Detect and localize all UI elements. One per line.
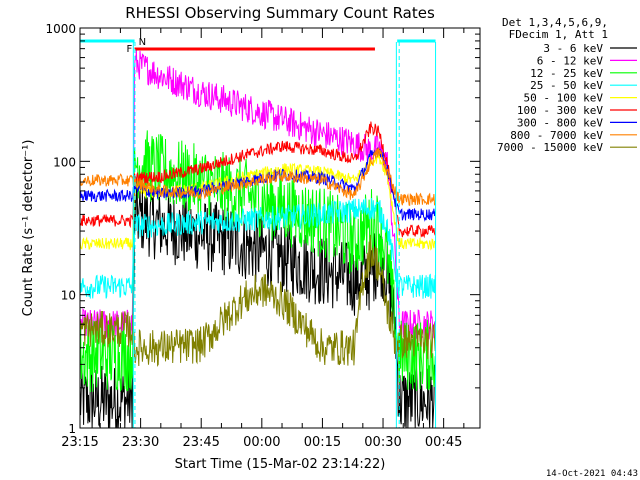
series-line-6-12-kev <box>79 49 436 340</box>
legend-label: 12 - 25 keV <box>530 67 603 80</box>
legend: Det 1,3,4,5,6,9,FDecim 1, Att 13 - 6 keV… <box>497 16 637 154</box>
x-tick-label: 23:30 <box>122 435 159 450</box>
legend-label: 3 - 6 keV <box>543 42 603 55</box>
legend-label: 50 - 100 keV <box>524 92 604 105</box>
y-tick-label: 10 <box>61 289 76 303</box>
flag-layer: NF <box>80 37 437 428</box>
y-tick-label: 1000 <box>45 22 76 36</box>
series-layer <box>79 49 436 429</box>
series-line-100-300-kev <box>79 121 436 239</box>
flag-label-n: N <box>139 37 146 48</box>
legend-label: 800 - 7000 keV <box>510 129 603 142</box>
x-tick-label: 00:15 <box>304 435 341 450</box>
legend-header: FDecim 1, Att 1 <box>509 28 608 41</box>
legend-label: 7000 - 15000 keV <box>497 141 603 154</box>
x-tick-label: 23:45 <box>182 435 219 450</box>
series-line-800-7000-kev <box>79 147 436 206</box>
y-axis-label: Count Rate (s⁻¹ detector⁻¹) <box>21 140 36 317</box>
legend-label: 25 - 50 keV <box>530 79 603 92</box>
y-axis: 1 10 100 1000 <box>45 22 480 436</box>
flag-label-f: F <box>126 44 132 55</box>
x-tick-label: 00:00 <box>243 435 280 450</box>
x-tick-label: 00:30 <box>364 435 401 450</box>
legend-header: Det 1,3,4,5,6,9, <box>502 16 608 29</box>
legend-label: 100 - 300 keV <box>517 104 603 117</box>
x-axis-label: Start Time (15-Mar-02 23:14:22) <box>175 457 386 472</box>
plot-frame <box>79 27 481 429</box>
x-axis: 23:15 23:30 23:45 00:00 00:15 00:30 00:45 <box>61 28 465 450</box>
series-line-7000-15000-kev <box>79 234 436 367</box>
legend-label: 300 - 800 keV <box>517 116 603 129</box>
series-line-25-50-kev <box>79 197 436 299</box>
y-tick-label: 1 <box>68 422 76 436</box>
y-tick-label: 100 <box>53 155 76 169</box>
chart-title: RHESSI Observing Summary Count Rates <box>125 4 435 22</box>
legend-label: 6 - 12 keV <box>537 54 604 67</box>
x-tick-label: 00:45 <box>425 435 462 450</box>
footer-timestamp: 14-Oct-2021 04:43 <box>546 469 638 479</box>
x-tick-label: 23:15 <box>61 435 98 450</box>
